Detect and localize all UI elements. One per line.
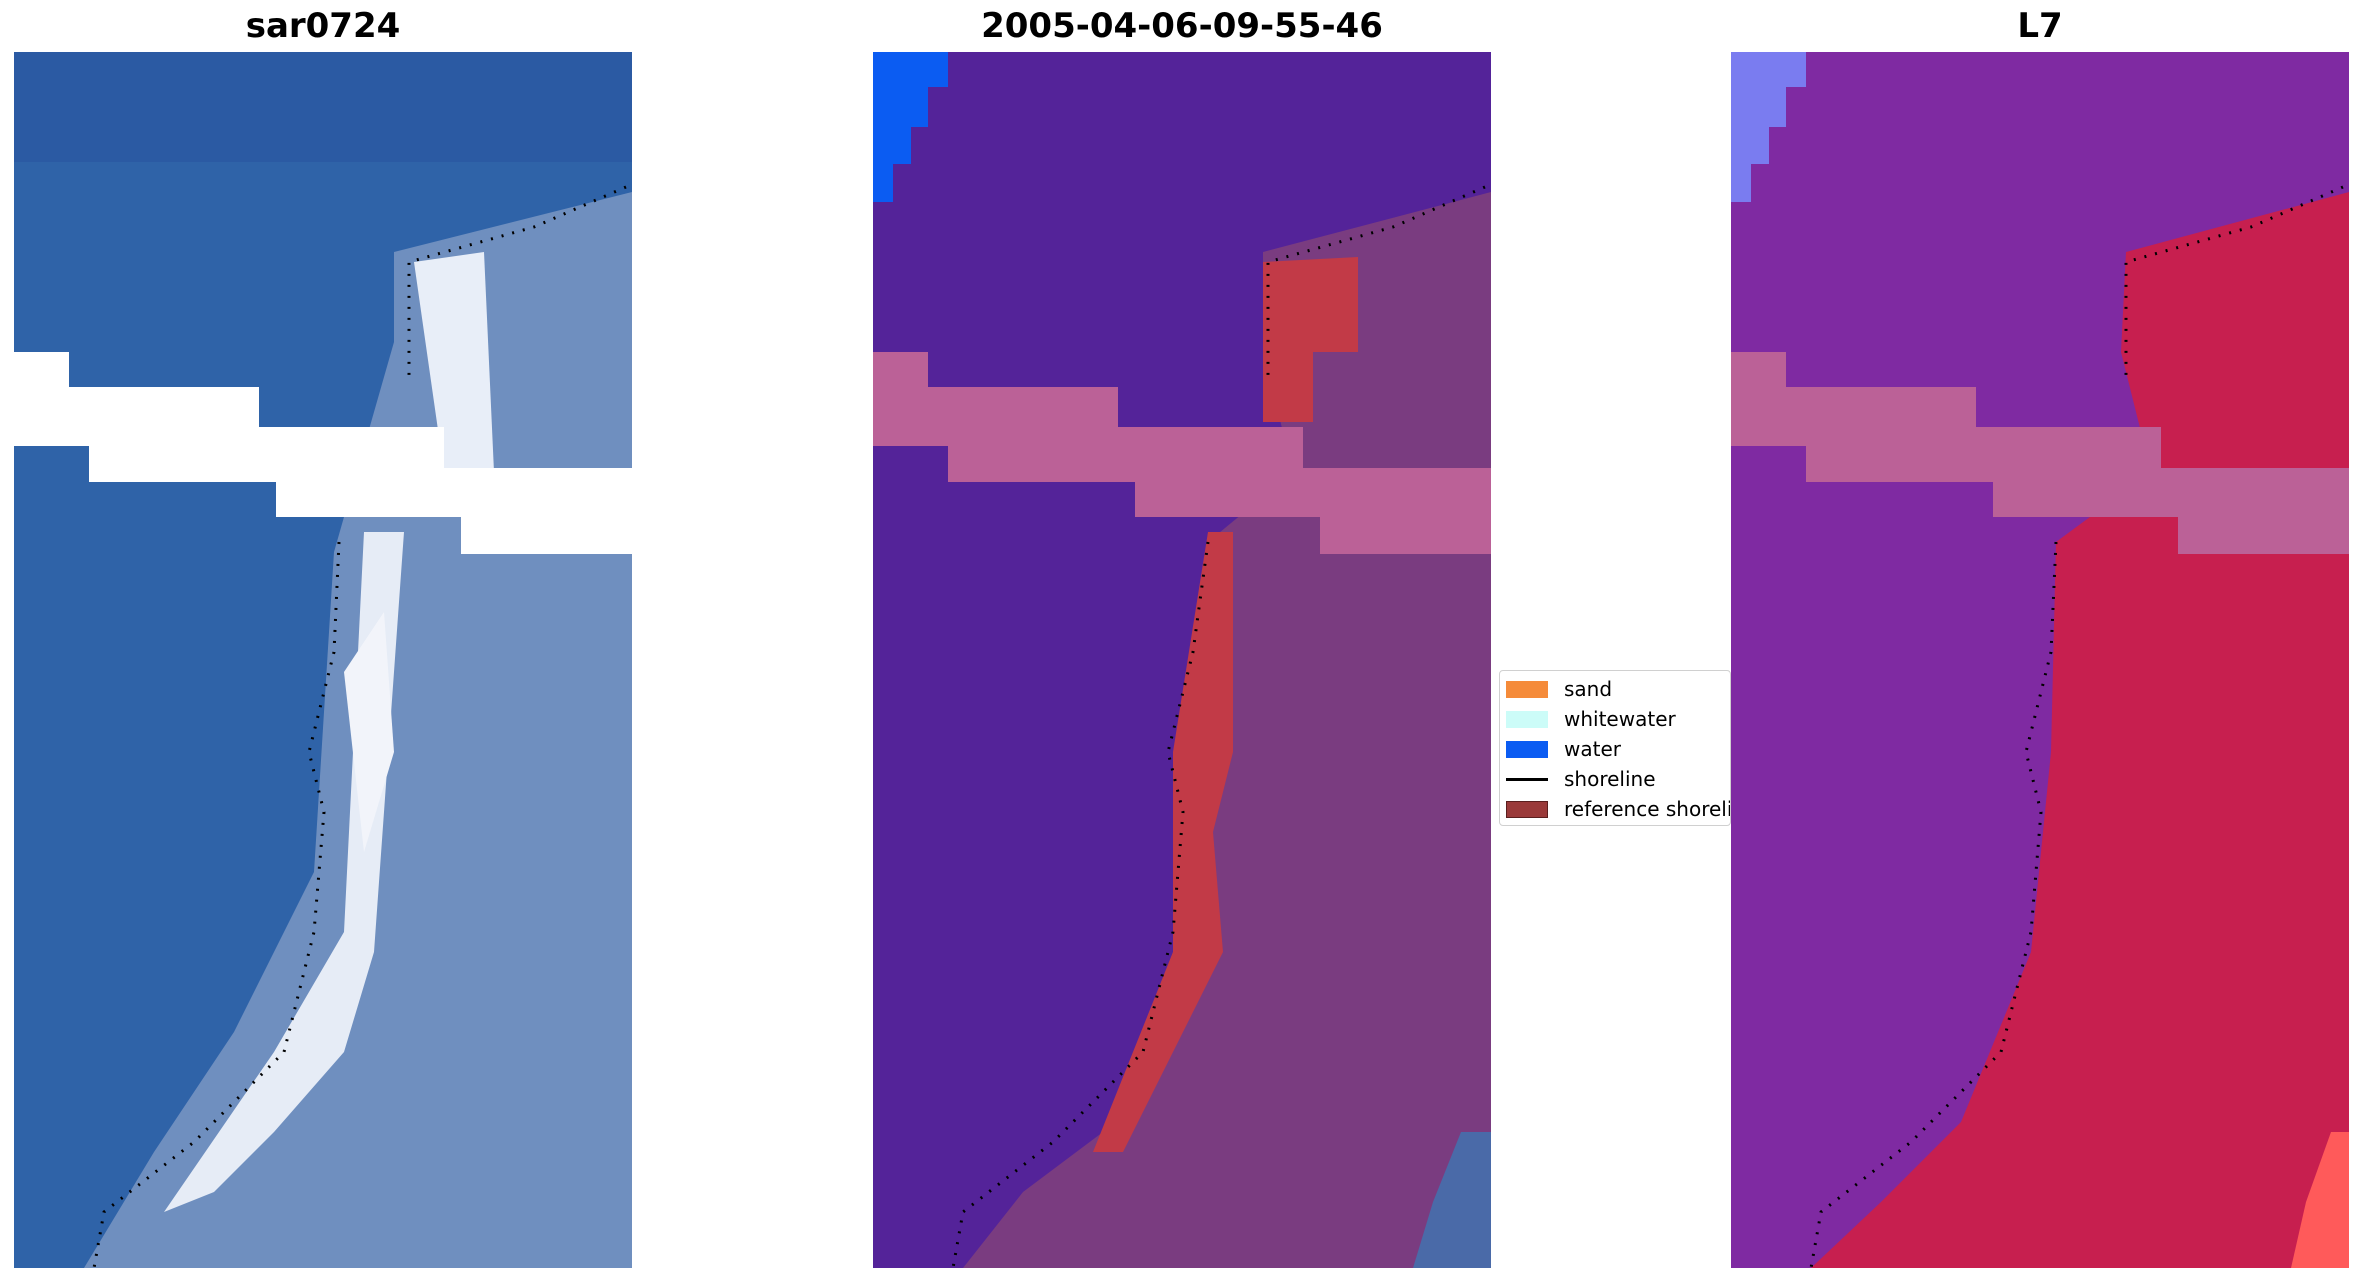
l7-image [1731,52,2349,1268]
legend-swatch-whitewater [1506,710,1548,728]
rgb-image [14,52,632,1268]
legend-item-whitewater: whitewater [1506,704,1676,734]
legend: sand whitewater water shoreline referenc… [1499,670,1731,826]
legend-item-shoreline: shoreline [1506,764,1656,794]
legend-swatch-sand [1506,680,1548,698]
legend-swatch-reference-shoreline [1506,800,1548,818]
legend-item-reference-shoreline: reference shoreline [1506,794,1730,824]
legend-label: shoreline [1564,767,1656,791]
legend-label: water [1564,737,1621,761]
legend-label: reference shoreline [1564,797,1730,821]
legend-line-shoreline [1506,777,1548,781]
legend-swatch-water [1506,740,1548,758]
panel-title-classified: 2005-04-06-09-55-46 [981,6,1383,46]
l7-image-panel [1731,52,2349,1268]
rgb-image-panel [14,52,632,1268]
legend-label: sand [1564,677,1613,701]
legend-label: whitewater [1564,707,1676,731]
classified-image [873,52,1491,1268]
legend-item-sand: sand [1506,674,1612,704]
panel-title-rgb: sar0724 [245,6,401,46]
legend-item-water: water [1506,734,1621,764]
panel-title-l7: L7 [2017,6,2063,46]
classified-image-panel [873,52,1491,1268]
